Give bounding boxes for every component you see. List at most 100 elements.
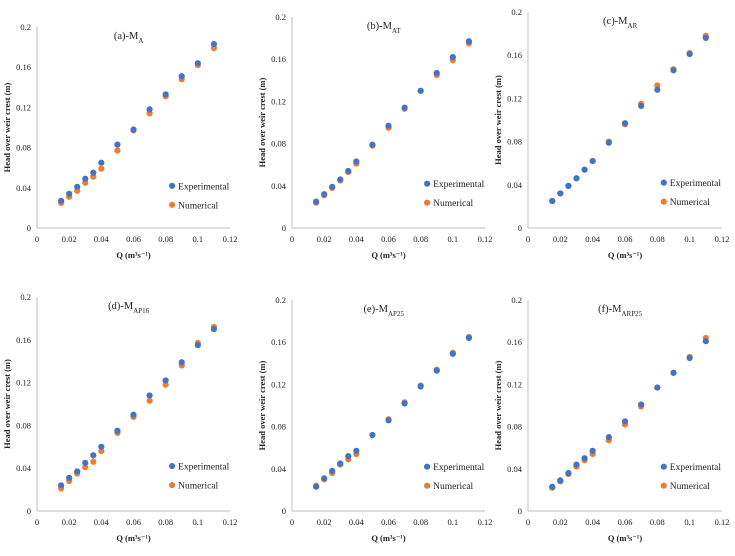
x-tick-label: 0.1 — [193, 517, 204, 527]
y-tick-label: 0.08 — [271, 422, 286, 432]
y-tick-label: 0.16 — [507, 50, 522, 60]
legend-marker-experimental — [660, 179, 667, 186]
chart-title: (b)-MAT — [367, 21, 401, 35]
experimental-point — [401, 104, 408, 111]
y-tick-label: 0.16 — [271, 337, 286, 347]
y-tick-label: 0.04 — [507, 180, 523, 190]
experimental-point — [686, 354, 693, 362]
chart-panel-3: 0 0.02 0.04 0.06 0.08 0.1 0.12 0 0.04 0.08 0.12 0.1… — [2, 292, 237, 543]
experimental-point — [449, 53, 456, 61]
y-axis-title: Head over weir crest (m) — [2, 359, 12, 449]
x-tick-label: 0.12 — [223, 234, 238, 244]
experimental-point — [638, 102, 645, 110]
experimental-point — [146, 106, 153, 113]
chart-title: (d)-MAP16 — [108, 301, 150, 315]
y-tick-label: 0.2 — [20, 292, 31, 302]
y-tick-label: 0 — [282, 506, 286, 516]
y-tick-label: 0.12 — [507, 379, 522, 389]
numerical-point — [82, 464, 89, 471]
x-tick-label: 0.02 — [553, 517, 568, 527]
experimental-point — [565, 182, 572, 189]
x-tick-label: 0.12 — [478, 234, 493, 244]
x-tick-label: 0.08 — [650, 234, 665, 244]
experimental-point — [321, 191, 328, 198]
experimental-point — [313, 198, 320, 205]
experimental-point — [449, 350, 456, 357]
experimental-point — [353, 158, 360, 165]
experimental-point — [621, 120, 629, 127]
legend-marker-experimental — [169, 182, 176, 189]
experimental-point — [337, 460, 344, 467]
x-tick-label: 0 — [35, 234, 39, 244]
experimental-point — [337, 176, 344, 183]
experimental-point — [433, 69, 440, 77]
y-tick-label: 0.2 — [20, 22, 31, 32]
legend-label-experimental: Experimental — [178, 182, 230, 192]
experimental-point — [90, 452, 97, 459]
x-tick-label: 0.02 — [62, 234, 77, 244]
y-tick-label: 0.2 — [275, 12, 286, 22]
chart-title: (a)-MA — [114, 31, 144, 45]
y-tick-label: 0 — [27, 506, 31, 516]
experimental-point — [74, 183, 81, 190]
chart-panel-2: 0 0.02 0.04 0.06 0.08 0.1 0.12 0 0.04 0.08 0.12 0.1… — [493, 7, 729, 260]
x-tick-label: 0.06 — [618, 517, 633, 527]
legend-label-numerical: Numerical — [178, 482, 218, 492]
x-axis-title: Q (m³s⁻¹) — [371, 250, 406, 260]
y-tick-label: 0.12 — [271, 379, 286, 389]
x-tick-label: 0 — [526, 234, 530, 244]
experimental-point — [146, 392, 153, 399]
numerical-point — [90, 458, 97, 465]
experimental-point — [130, 126, 137, 133]
y-tick-label: 0.16 — [16, 335, 31, 345]
x-tick-label: 0.02 — [317, 234, 332, 244]
experimental-point — [385, 417, 392, 424]
experimental-point — [90, 169, 97, 176]
experimental-point — [605, 434, 612, 441]
y-tick-label: 0.2 — [275, 295, 286, 305]
experimental-point — [162, 377, 169, 384]
y-tick-label: 0.04 — [271, 464, 287, 474]
experimental-point — [345, 167, 352, 175]
x-tick-label: 0.06 — [618, 234, 633, 244]
x-tick-label: 0.1 — [193, 234, 204, 244]
experimental-point — [605, 139, 612, 146]
x-tick-label: 0.1 — [684, 517, 695, 527]
y-tick-label: 0.04 — [16, 463, 32, 473]
experimental-point — [589, 157, 596, 165]
experimental-point — [313, 483, 320, 490]
y-tick-label: 0 — [27, 223, 31, 233]
x-tick-label: 0.08 — [413, 517, 428, 527]
experimental-point — [549, 197, 556, 205]
experimental-point — [557, 477, 564, 484]
experimental-point — [565, 469, 572, 477]
experimental-point — [114, 141, 121, 148]
x-tick-label: 0.04 — [94, 234, 110, 244]
x-tick-label: 0.06 — [381, 517, 396, 527]
y-tick-label: 0.04 — [16, 183, 32, 193]
x-tick-label: 0.12 — [715, 517, 730, 527]
y-tick-label: 0.04 — [507, 464, 523, 474]
chart-panel-0: 0 0.02 0.04 0.06 0.08 0.1 0.12 0 0.04 0.08 0.12 0.1… — [2, 22, 237, 260]
x-tick-label: 0.04 — [585, 517, 601, 527]
experimental-point — [162, 91, 169, 98]
y-tick-label: 0.04 — [271, 181, 287, 191]
chart-panel-4: 0 0.02 0.04 0.06 0.08 0.1 0.12 0 0.04 0.08 0.12 0.1… — [257, 295, 492, 543]
experimental-point — [66, 190, 73, 197]
x-tick-label: 0.04 — [349, 234, 365, 244]
y-axis-title: Head over weir crest (m) — [493, 75, 503, 165]
legend-marker-experimental — [660, 463, 667, 470]
y-axis-title: Head over weir crest (m) — [257, 360, 267, 450]
legend-marker-experimental — [424, 180, 431, 187]
experimental-point — [74, 468, 81, 475]
y-tick-label: 0.12 — [507, 93, 522, 103]
experimental-point — [194, 60, 201, 67]
experimental-point — [433, 367, 440, 374]
legend-label-experimental: Experimental — [670, 463, 722, 473]
x-tick-label: 0.12 — [223, 517, 238, 527]
legend-label-numerical: Numerical — [670, 482, 710, 492]
experimental-point — [58, 482, 65, 489]
numerical-point — [146, 397, 153, 404]
experimental-point — [329, 183, 336, 190]
